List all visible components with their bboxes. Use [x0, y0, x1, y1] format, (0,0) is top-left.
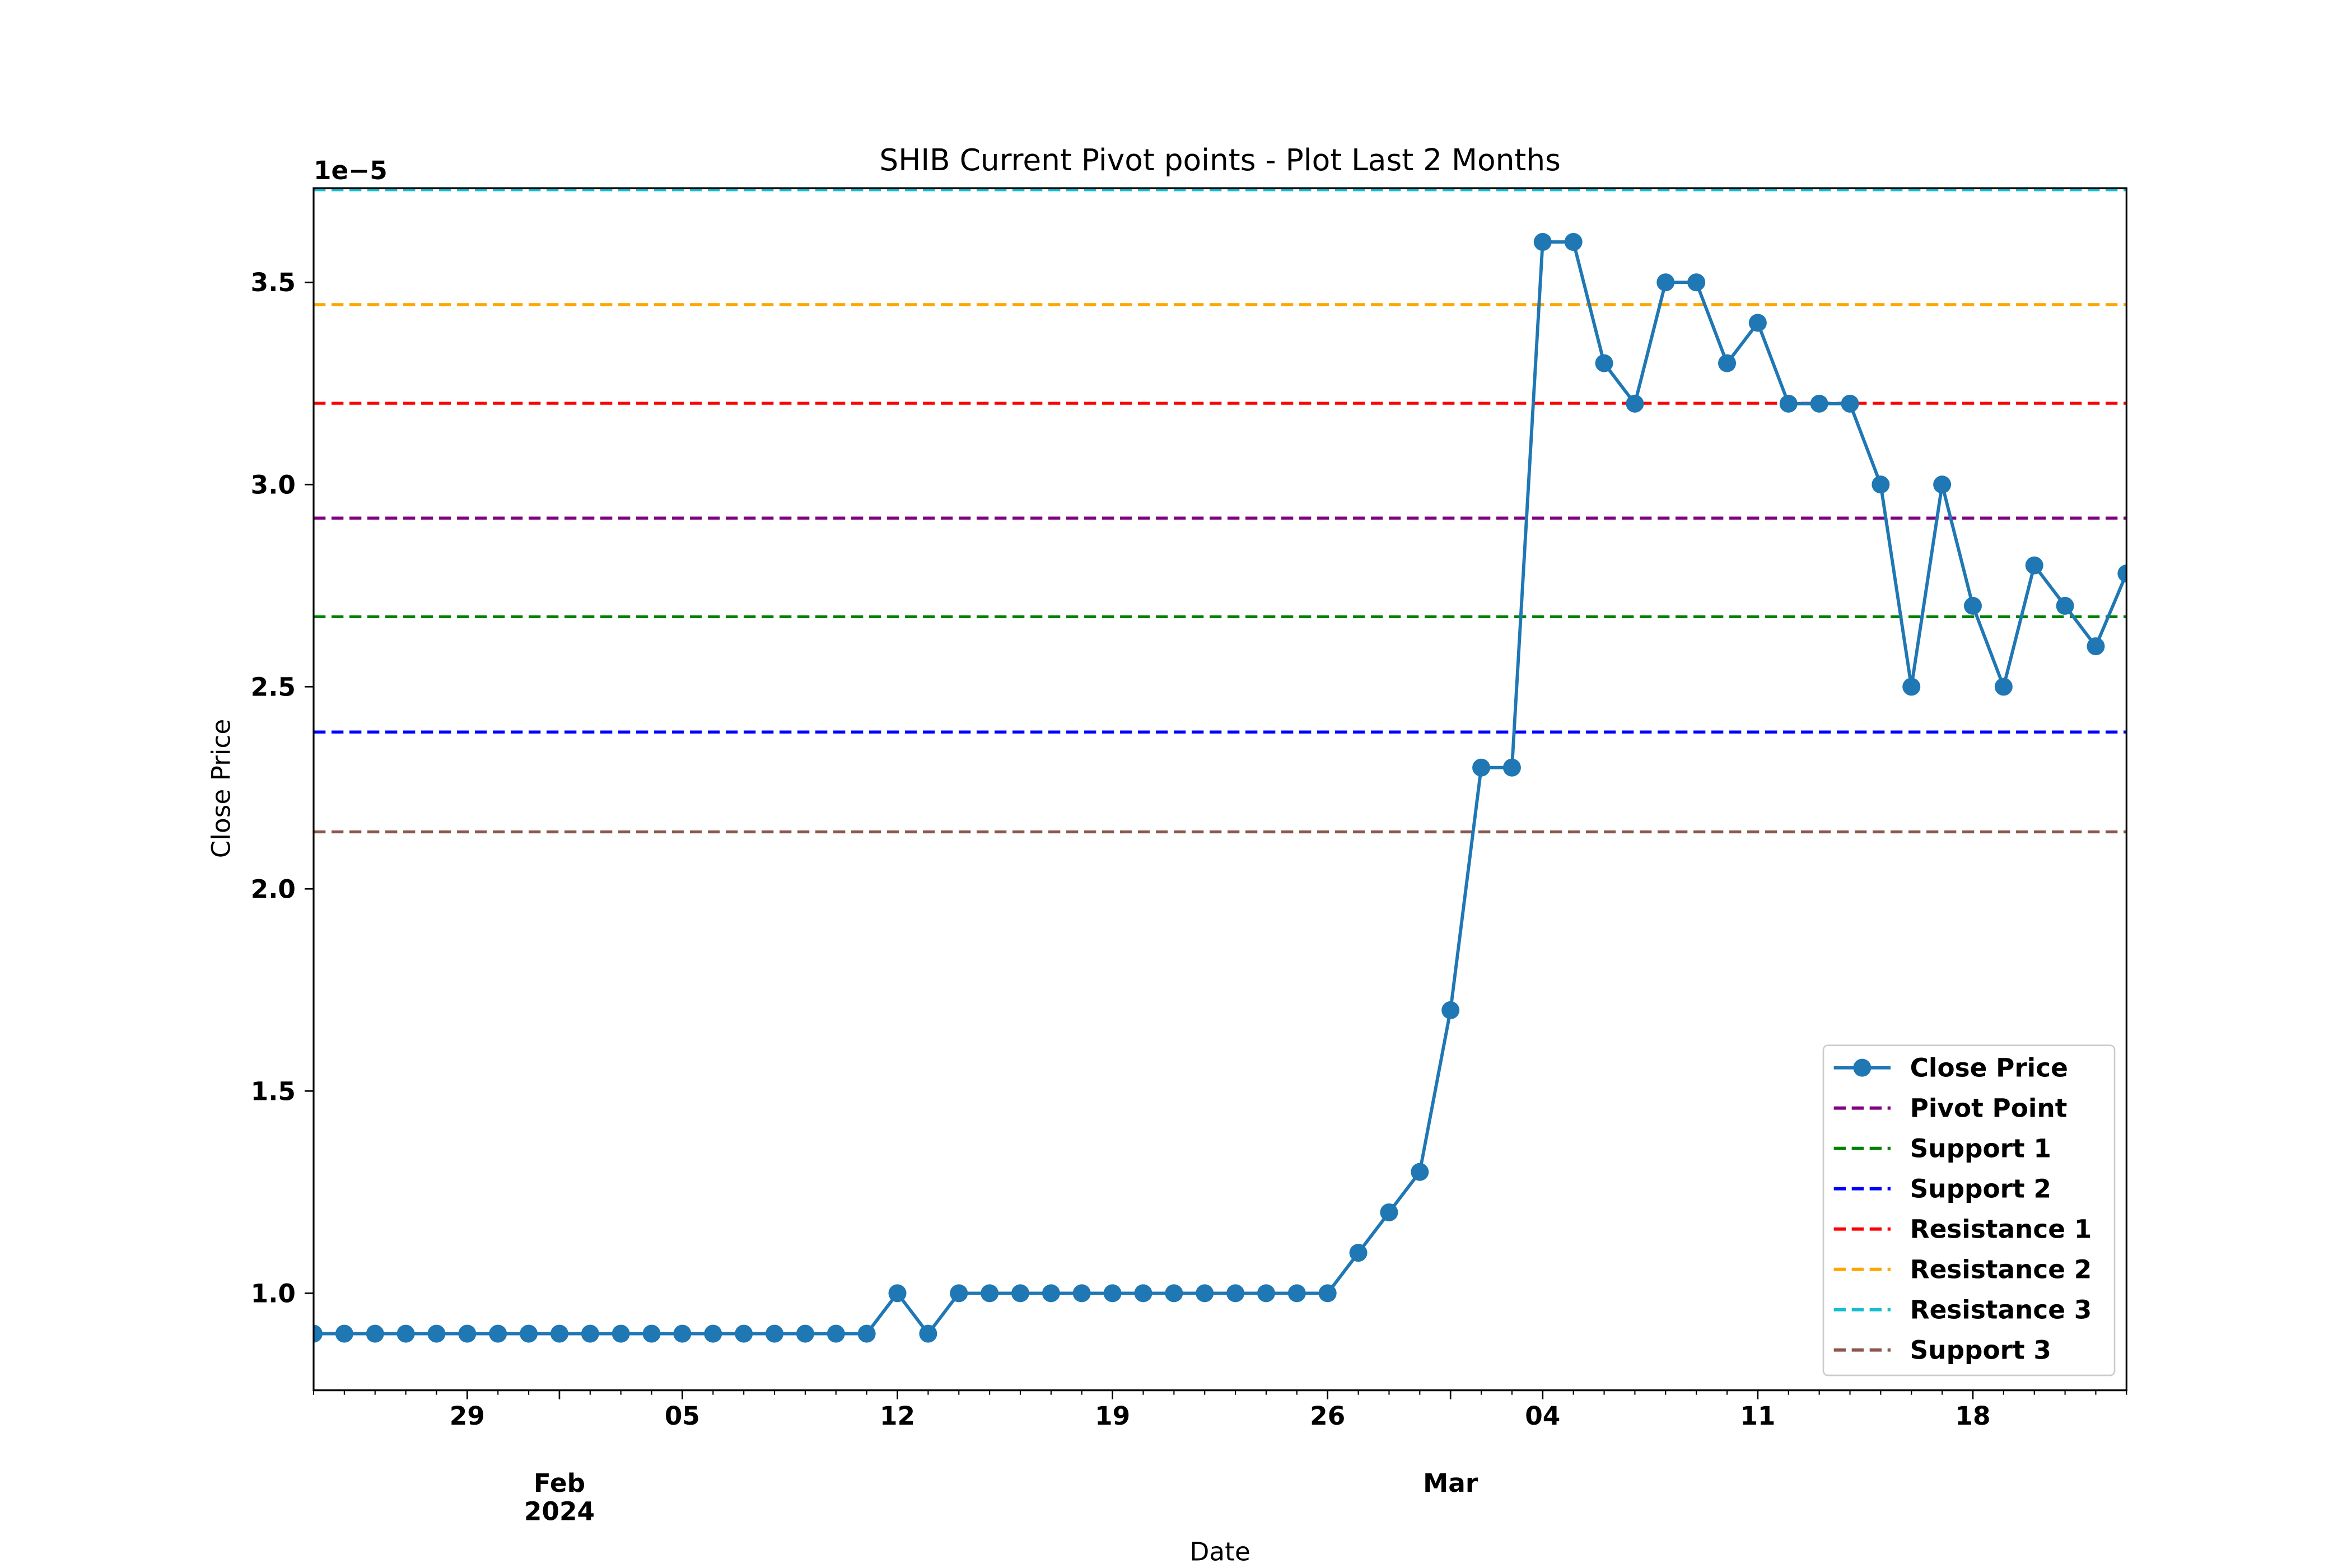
price-marker [550, 1324, 568, 1343]
price-marker [1810, 394, 1828, 413]
price-marker [1902, 678, 1921, 696]
x-secondary-label: 2024 [524, 1497, 595, 1527]
price-marker [1072, 1284, 1091, 1303]
y-tick-label: 1.0 [251, 1278, 296, 1308]
price-marker [1411, 1163, 1429, 1181]
legend-label: Resistance 1 [1910, 1215, 2092, 1244]
price-marker [1134, 1284, 1152, 1303]
price-marker [1318, 1284, 1337, 1303]
price-marker [1687, 273, 1706, 292]
x-tick-label: 11 [1740, 1401, 1775, 1431]
price-marker [981, 1284, 999, 1303]
price-marker [314, 1324, 323, 1343]
x-tick-label: 04 [1525, 1401, 1560, 1431]
price-marker [1626, 394, 1644, 413]
price-marker [1748, 314, 1767, 332]
price-marker [489, 1324, 507, 1343]
price-marker [2056, 596, 2074, 615]
price-marker [1103, 1284, 1122, 1303]
y-tick-label: 1.5 [251, 1076, 296, 1106]
price-marker [427, 1324, 446, 1343]
chart-title: SHIB Current Pivot points - Plot Last 2 … [879, 142, 1561, 178]
price-marker [1533, 233, 1552, 251]
price-marker [2025, 556, 2043, 575]
price-marker [1441, 1001, 1460, 1019]
price-marker [1165, 1284, 1183, 1303]
x-tick-label: 18 [1955, 1401, 1990, 1431]
legend-label: Support 2 [1910, 1174, 2051, 1204]
price-marker [950, 1284, 968, 1303]
price-marker [766, 1324, 784, 1343]
legend-marker [1853, 1058, 1872, 1077]
price-marker [2117, 564, 2127, 583]
price-marker [396, 1324, 415, 1343]
price-marker [458, 1324, 477, 1343]
price-marker [366, 1324, 384, 1343]
price-marker [796, 1324, 814, 1343]
price-marker [520, 1324, 538, 1343]
price-marker [1257, 1284, 1275, 1303]
legend-label: Support 3 [1910, 1336, 2051, 1365]
y-offset-label: 1e−5 [314, 156, 388, 185]
x-secondary-label: Mar [1423, 1468, 1478, 1498]
price-marker [1287, 1284, 1306, 1303]
price-marker [673, 1324, 692, 1343]
price-marker [1502, 758, 1521, 777]
price-marker [1872, 475, 1890, 494]
y-axis-label: Close Price [207, 719, 236, 858]
price-marker [2087, 637, 2105, 656]
price-marker [1380, 1203, 1398, 1221]
price-marker [857, 1324, 876, 1343]
legend-label: Resistance 2 [1910, 1255, 2092, 1285]
price-marker [1779, 394, 1798, 413]
x-axis-label: Date [1189, 1537, 1250, 1567]
price-marker [704, 1324, 722, 1343]
price-marker [1595, 354, 1613, 372]
price-marker [1994, 678, 2013, 696]
price-marker [335, 1324, 353, 1343]
price-marker [735, 1324, 753, 1343]
y-tick-label: 2.5 [251, 672, 296, 702]
y-tick-label: 3.5 [251, 268, 296, 297]
x-tick-label: 19 [1095, 1401, 1130, 1431]
price-marker [1841, 394, 1859, 413]
y-tick-label: 2.0 [251, 874, 296, 904]
price-marker [581, 1324, 599, 1343]
price-marker [612, 1324, 630, 1343]
x-tick-label: 12 [880, 1401, 915, 1431]
y-tick-label: 3.0 [251, 470, 296, 500]
price-marker [888, 1284, 907, 1303]
price-marker [919, 1324, 937, 1343]
legend-label: Support 1 [1910, 1134, 2051, 1164]
price-marker [1933, 475, 1952, 494]
price-marker [1564, 233, 1583, 251]
x-tick-label: 29 [450, 1401, 485, 1431]
plot-area [314, 188, 2127, 1343]
x-tick-label: 26 [1310, 1401, 1345, 1431]
price-marker [1226, 1284, 1245, 1303]
price-marker [1349, 1244, 1368, 1262]
price-marker [1011, 1284, 1030, 1303]
x-tick-label: 05 [665, 1401, 700, 1431]
price-marker [1472, 758, 1491, 777]
legend-label: Pivot Point [1910, 1094, 2068, 1123]
price-marker [827, 1324, 845, 1343]
legend-label: Resistance 3 [1910, 1295, 2092, 1325]
legend-label: Close Price [1910, 1053, 2068, 1083]
price-marker [1042, 1284, 1060, 1303]
price-marker [1196, 1284, 1214, 1303]
axes-frame [312, 187, 2127, 1392]
price-marker [1963, 596, 1982, 615]
legend-box [1822, 1044, 2116, 1376]
price-marker [1656, 273, 1675, 292]
x-secondary-label: Feb [534, 1468, 585, 1498]
price-marker [1718, 354, 1737, 372]
price-marker [642, 1324, 661, 1343]
